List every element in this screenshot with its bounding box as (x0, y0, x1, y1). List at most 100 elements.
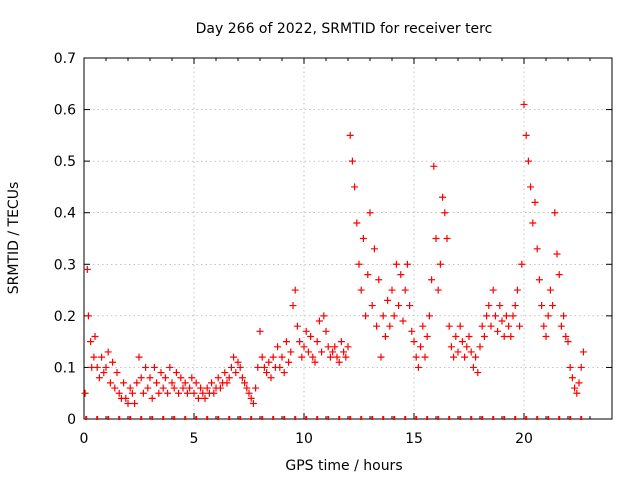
data-point (241, 379, 249, 387)
rug-mark (327, 416, 330, 420)
rug-mark (481, 416, 484, 420)
data-point (465, 332, 473, 340)
data-point (150, 363, 158, 371)
data-point (221, 369, 229, 377)
data-point (513, 286, 521, 294)
rug-mark (118, 416, 121, 420)
rug-mark (470, 416, 473, 420)
rug-mark (239, 416, 242, 420)
data-point (535, 276, 543, 284)
data-point (408, 327, 416, 335)
data-point (131, 400, 139, 408)
data-point (443, 235, 451, 242)
x-axis-title: GPS time / hours (285, 458, 402, 474)
data-point (230, 353, 238, 361)
data-point (533, 245, 541, 253)
data-point (553, 250, 561, 258)
data-point (377, 353, 385, 361)
data-point (159, 384, 167, 392)
x-tick-label: 5 (190, 431, 199, 447)
data-point (390, 312, 398, 320)
data-point (384, 296, 392, 304)
data-point (214, 374, 222, 382)
x-tick-label: 20 (515, 431, 533, 447)
y-tick-label: 0.7 (54, 51, 76, 67)
y-tick-label: 0.2 (54, 309, 76, 325)
data-point (146, 374, 154, 382)
rug-mark (448, 416, 451, 420)
data-point (199, 389, 207, 397)
data-point (480, 332, 488, 340)
data-point (538, 302, 546, 310)
rug-mark (129, 416, 132, 420)
data-point (109, 358, 117, 366)
data-point (298, 353, 306, 361)
data-point (269, 353, 277, 361)
data-point (375, 276, 383, 284)
data-point (280, 369, 288, 377)
data-point (395, 302, 403, 310)
rug-mark (316, 416, 319, 420)
y-tick-label: 0.1 (54, 360, 76, 376)
data-point (353, 219, 361, 227)
rug-mark (305, 416, 308, 420)
data-point (557, 322, 565, 330)
data-point (258, 353, 266, 361)
data-point (128, 389, 136, 397)
data-point (311, 358, 319, 366)
data-point (267, 374, 275, 382)
data-point (313, 338, 321, 346)
data-point (139, 389, 147, 397)
rug-mark (272, 416, 275, 420)
data-point (498, 317, 506, 325)
data-point (318, 348, 326, 356)
data-point (254, 363, 262, 371)
data-point (540, 322, 548, 330)
data-point (296, 338, 304, 346)
data-point (381, 332, 389, 340)
data-point (483, 312, 491, 320)
data-point (571, 384, 579, 392)
rug-mark (195, 416, 198, 420)
y-tick-label: 0.4 (54, 206, 76, 222)
data-point (245, 389, 253, 397)
data-point (115, 389, 123, 397)
rug-mark (536, 416, 539, 420)
data-point (188, 374, 196, 382)
data-point (551, 209, 559, 217)
data-point (81, 389, 89, 397)
data-point (192, 379, 200, 387)
data-point (102, 363, 110, 371)
x-tick-label: 0 (80, 431, 89, 447)
data-point (505, 322, 513, 330)
data-points (81, 100, 587, 408)
data-point (487, 322, 495, 330)
rug-mark (404, 416, 407, 420)
rug-mark (569, 416, 572, 420)
data-point (379, 312, 387, 320)
data-point (263, 369, 271, 377)
rug-mark (173, 416, 176, 420)
data-point (208, 379, 216, 387)
data-point (496, 302, 504, 310)
data-point (370, 245, 378, 253)
data-point (509, 312, 517, 320)
data-point (340, 348, 348, 356)
data-point (111, 384, 119, 392)
data-point (201, 394, 209, 402)
data-point (243, 384, 251, 392)
chart-title: Day 266 of 2022, SRMTID for receiver ter… (196, 21, 493, 37)
rug-mark (426, 416, 429, 420)
data-point (90, 353, 98, 361)
rug-mark (514, 416, 517, 420)
data-point (106, 379, 114, 387)
data-point (137, 374, 145, 382)
data-point (542, 332, 550, 340)
data-point (454, 348, 462, 356)
data-point (500, 332, 508, 340)
data-point (399, 317, 407, 325)
data-point (335, 358, 343, 366)
rug-mark (503, 416, 506, 420)
data-point (368, 302, 376, 310)
